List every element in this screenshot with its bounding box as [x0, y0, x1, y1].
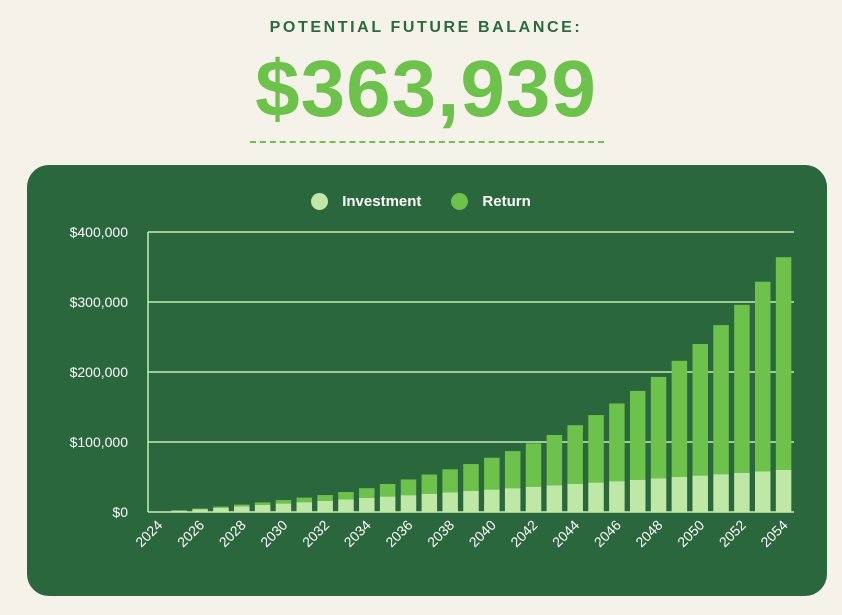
bar-investment-2052[interactable] — [734, 472, 750, 512]
bar-investment-2027[interactable] — [213, 507, 229, 512]
legend-item-investment[interactable]: Investment — [311, 192, 422, 210]
bar-investment-2031[interactable] — [296, 502, 313, 512]
x-tick-label: 2034 — [341, 517, 374, 550]
legend-swatch-investment — [311, 192, 329, 210]
bar-investment-2033[interactable] — [338, 499, 354, 512]
legend-label-return: Return — [482, 192, 531, 210]
bar-investment-2032[interactable] — [317, 500, 333, 512]
y-tick-label: $100,000 — [70, 434, 129, 450]
x-tick-label: 2038 — [424, 517, 457, 550]
x-tick-label: 2050 — [674, 517, 707, 550]
bar-return-2038[interactable] — [442, 469, 458, 493]
bar-investment-2046[interactable] — [609, 481, 625, 512]
bar-investment-2051[interactable] — [713, 474, 729, 512]
bar-return-2042[interactable] — [525, 443, 542, 487]
bar-return-2040[interactable] — [484, 457, 500, 490]
balance-label: POTENTIAL FUTURE BALANCE: — [269, 19, 583, 36]
bar-investment-2042[interactable] — [525, 486, 542, 512]
bar-return-2046[interactable] — [609, 403, 625, 482]
bar-return-2053[interactable] — [754, 281, 771, 472]
x-tick-label: 2048 — [632, 517, 665, 550]
bar-investment-2025[interactable] — [171, 510, 188, 512]
bar-investment-2048[interactable] — [650, 478, 667, 512]
bar-investment-2039[interactable] — [463, 491, 479, 512]
bar-investment-2030[interactable] — [275, 503, 292, 512]
bar-return-2049[interactable] — [671, 360, 688, 477]
x-tick-label: 2044 — [549, 517, 582, 550]
bar-investment-2038[interactable] — [442, 492, 458, 512]
bar-return-2045[interactable] — [588, 415, 604, 483]
bar-return-2029[interactable] — [254, 502, 271, 505]
bar-return-2044[interactable] — [567, 425, 583, 484]
legend-swatch-return — [451, 192, 469, 210]
bar-investment-2037[interactable] — [421, 493, 438, 512]
bar-return-2032[interactable] — [317, 495, 333, 501]
bar-return-2033[interactable] — [338, 492, 354, 500]
bar-investment-2040[interactable] — [484, 489, 500, 512]
bar-investment-2034[interactable] — [359, 498, 375, 512]
y-tick-label: $300,000 — [70, 294, 129, 310]
bar-return-2051[interactable] — [713, 325, 729, 475]
x-tick-label: 2052 — [716, 517, 749, 550]
bar-return-2048[interactable] — [650, 376, 667, 479]
bar-return-2052[interactable] — [734, 304, 750, 473]
bar-return-2030[interactable] — [275, 500, 292, 504]
bar-return-2043[interactable] — [546, 435, 563, 486]
legend-label-investment: Investment — [342, 192, 422, 210]
bar-investment-2054[interactable] — [775, 470, 792, 512]
x-tick-label: 2046 — [591, 517, 624, 550]
bar-investment-2035[interactable] — [379, 496, 396, 512]
bar-return-2031[interactable] — [296, 497, 313, 503]
bar-return-2035[interactable] — [379, 484, 396, 497]
bar-return-2036[interactable] — [400, 479, 417, 496]
bar-return-2039[interactable] — [463, 464, 479, 491]
x-tick-label: 2054 — [757, 517, 790, 550]
x-tick-label: 2036 — [382, 517, 415, 550]
legend-item-return[interactable]: Return — [451, 192, 531, 210]
bar-return-2047[interactable] — [629, 390, 646, 480]
bar-return-2041[interactable] — [504, 451, 521, 489]
bar-return-2027[interactable] — [213, 506, 229, 508]
x-tick-label: 2030 — [257, 517, 290, 550]
bar-investment-2043[interactable] — [546, 485, 563, 512]
chart-legend: Investment Return — [0, 191, 842, 211]
bar-investment-2028[interactable] — [234, 506, 250, 512]
x-tick-label: 2028 — [216, 517, 249, 550]
bar-investment-2041[interactable] — [504, 488, 521, 512]
bar-investment-2045[interactable] — [588, 482, 604, 512]
y-tick-label: $400,000 — [70, 224, 129, 240]
bar-return-2028[interactable] — [234, 504, 250, 507]
bar-investment-2049[interactable] — [671, 477, 688, 512]
bar-investment-2029[interactable] — [254, 505, 271, 512]
bar-investment-2044[interactable] — [567, 484, 583, 512]
bar-investment-2026[interactable] — [192, 509, 208, 512]
x-tick-label: 2024 — [132, 517, 165, 550]
balance-value: $363,939 — [255, 44, 597, 133]
bar-investment-2053[interactable] — [754, 471, 771, 512]
bar-return-2037[interactable] — [421, 474, 438, 494]
x-tick-label: 2032 — [299, 517, 332, 550]
bar-return-2050[interactable] — [692, 344, 708, 476]
bar-investment-2036[interactable] — [400, 495, 417, 512]
y-tick-label: $0 — [112, 504, 128, 520]
bar-return-2054[interactable] — [775, 257, 792, 470]
x-tick-label: 2026 — [174, 517, 207, 550]
bar-return-2026[interactable] — [192, 508, 208, 510]
x-tick-label: 2042 — [507, 517, 540, 550]
bar-investment-2050[interactable] — [692, 475, 708, 512]
x-tick-label: 2040 — [466, 517, 499, 550]
bar-return-2034[interactable] — [359, 488, 375, 498]
y-tick-label: $200,000 — [70, 364, 129, 380]
balance-underline — [250, 141, 604, 143]
bar-investment-2047[interactable] — [629, 479, 646, 512]
